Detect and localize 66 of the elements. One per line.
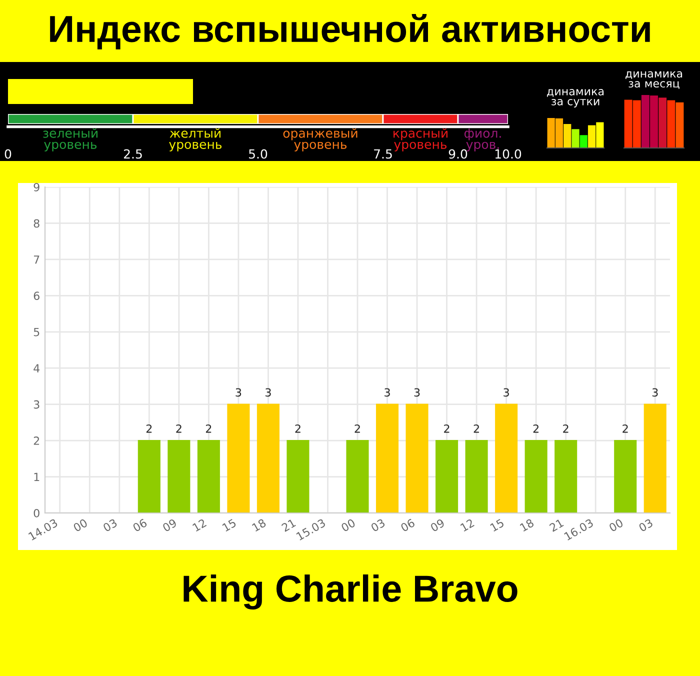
data-label: 3 xyxy=(652,388,658,397)
data-label: 2 xyxy=(533,424,538,433)
x-tick-label: 15 xyxy=(222,518,237,532)
data-label: 2 xyxy=(563,424,568,433)
x-tick-label: 10.0 xyxy=(495,149,522,159)
y-tick-label: 0 xyxy=(34,508,40,518)
x-tick-label: 0 xyxy=(4,149,12,159)
data-label: 3 xyxy=(236,388,242,397)
bar xyxy=(667,100,676,148)
series-label: оранжевый уровень xyxy=(283,128,358,152)
data-label: 2 xyxy=(444,424,450,433)
y-tick-label: 4 xyxy=(34,364,40,372)
x-tick-label: 03 xyxy=(638,518,654,532)
series-label: зеленый уровень xyxy=(43,128,98,152)
series-label: красный уровень xyxy=(394,128,448,152)
y-tick-label: 3 xyxy=(34,400,40,409)
x-tick-label: 03 xyxy=(370,518,386,532)
x-tick-label: 21 xyxy=(281,518,296,532)
x-tick-label: 03 xyxy=(102,518,118,532)
x-tick-label: 21 xyxy=(549,518,564,532)
data-label: 3 xyxy=(384,388,390,397)
bar xyxy=(580,135,588,148)
bar xyxy=(564,124,572,148)
x-tick-label: 00 xyxy=(340,518,356,532)
data-label: 3 xyxy=(266,388,271,397)
series-label: желтый уровень xyxy=(169,128,222,152)
x-tick-label: 06 xyxy=(400,518,416,532)
y-tick-label: 2 xyxy=(34,436,40,445)
data-label: 2 xyxy=(474,424,479,433)
x-tick-label: 09 xyxy=(162,518,178,532)
y-tick-label: 1 xyxy=(34,472,40,481)
data-label: 3 xyxy=(414,388,420,397)
x-tick-label: 5.0 xyxy=(249,149,268,159)
x-tick-label: 18 xyxy=(252,518,266,532)
x-tick-label: 7.5 xyxy=(374,149,392,159)
chart-title: динамика за месяц xyxy=(626,71,682,89)
data-label: 2 xyxy=(622,424,628,433)
y-tick-label: 5 xyxy=(34,328,40,336)
x-tick-label: 18 xyxy=(520,518,534,532)
x-tick-label: 2.5 xyxy=(124,149,142,159)
x-tick-label: 9.0 xyxy=(448,149,468,159)
data-label: 2 xyxy=(206,424,212,433)
data-label: 2 xyxy=(354,424,360,433)
x-tick-label: 12 xyxy=(460,518,474,532)
data-label: 3 xyxy=(504,388,509,397)
x-tick-label: 06 xyxy=(132,518,148,532)
y-tick-label: 6 xyxy=(34,292,40,300)
text: King Charlie Bravo xyxy=(184,574,518,610)
x-tick-label: 12 xyxy=(192,518,207,532)
bar xyxy=(658,98,667,148)
chart-title: Индекс вспышечной активности xyxy=(50,14,650,50)
bar xyxy=(676,102,684,148)
bar xyxy=(596,122,604,148)
data-label: 2 xyxy=(146,424,152,433)
data-label: 2 xyxy=(176,424,182,433)
bar xyxy=(572,129,580,148)
y-tick-label: 9 xyxy=(34,182,40,192)
chart-title: динамика за сутки xyxy=(547,89,604,108)
x-tick-label: 00 xyxy=(608,518,624,532)
x-tick-label: 00 xyxy=(72,518,88,532)
data-label: 2 xyxy=(295,424,300,433)
bar xyxy=(588,125,596,148)
y-tick-label: 8 xyxy=(34,219,40,228)
y-tick-label: 7 xyxy=(34,256,40,264)
x-tick-label: 15 xyxy=(490,518,504,532)
x-tick-label: 09 xyxy=(430,518,446,532)
